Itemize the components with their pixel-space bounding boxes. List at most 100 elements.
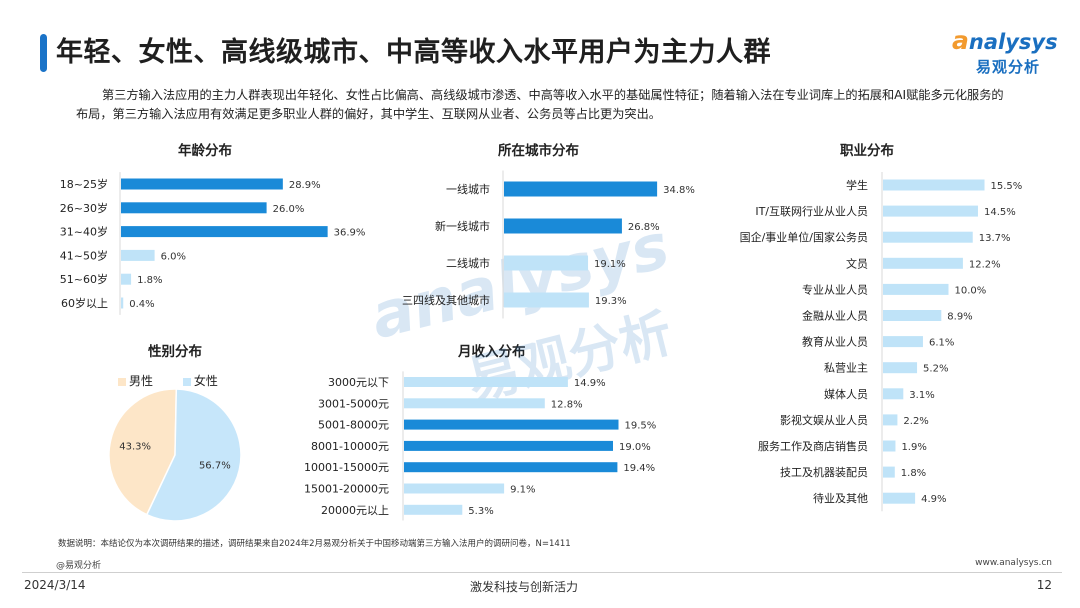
city-bar (504, 181, 658, 197)
city-bar (504, 292, 589, 308)
age-bar (121, 297, 124, 309)
legend-item-female: 女性 (182, 374, 218, 388)
job-value-label: 1.8% (901, 468, 926, 479)
legend-label-female: 女性 (193, 374, 218, 388)
income-value-label: 12.8% (551, 399, 583, 410)
age-bar (121, 226, 328, 238)
income-bar (404, 462, 618, 473)
age-value-label: 0.4% (129, 299, 154, 310)
job-bar (883, 492, 916, 504)
city-chart-title: 所在城市分布 (498, 143, 579, 159)
age-category-label: 41~50岁 (60, 248, 108, 262)
logo-english: analysys (952, 26, 1058, 55)
age-value-label: 1.8% (137, 275, 162, 286)
age-bar (121, 249, 155, 261)
job-value-label: 1.9% (901, 442, 926, 453)
job-bar (883, 257, 963, 269)
age-value-label: 26.0% (273, 204, 305, 215)
age-value-label: 28.9% (289, 180, 321, 191)
city-category-label: 三四线及其他城市 (402, 293, 490, 307)
income-value-label: 19.5% (625, 421, 657, 432)
city-category-label: 新一线城市 (435, 219, 490, 233)
page-number: 12 (1036, 578, 1052, 592)
income-value-label: 14.9% (574, 378, 606, 389)
job-bar (883, 414, 898, 426)
city-value-label: 19.3% (595, 296, 627, 307)
job-bar (883, 388, 904, 400)
age-category-label: 26~30岁 (60, 201, 108, 215)
city-value-label: 26.8% (628, 222, 660, 233)
job-category-label: 待业及其他 (813, 491, 868, 505)
city-bar (504, 255, 589, 271)
city-value-label: 19.1% (594, 259, 626, 270)
income-bar (404, 440, 613, 451)
income-bar (404, 483, 505, 494)
job-category-label: 学生 (846, 178, 868, 192)
age-value-label: 36.9% (334, 228, 366, 239)
analysys-logo: analysys 易观分析 (952, 26, 1062, 82)
city-category-label: 二线城市 (446, 256, 490, 270)
income-value-label: 19.4% (623, 463, 655, 474)
income-category-label: 20000元以上 (321, 504, 389, 517)
income-value-label: 9.1% (510, 485, 535, 496)
job-bar (883, 466, 895, 478)
age-bar (121, 178, 283, 190)
job-category-label: 媒体人员 (824, 387, 868, 401)
job-bar (883, 231, 973, 243)
city-bar (504, 218, 622, 234)
income-category-label: 8001-10000元 (311, 440, 389, 453)
job-value-label: 14.5% (984, 207, 1016, 218)
job-bar (883, 440, 896, 452)
job-value-label: 13.7% (979, 233, 1011, 244)
gender-pie-label: 56.7% (199, 460, 231, 471)
income-bar (404, 504, 463, 515)
gender-chart-title: 性别分布 (148, 344, 202, 360)
job-value-label: 12.2% (969, 259, 1001, 270)
job-value-label: 15.5% (991, 181, 1023, 192)
gender-pie-label: 43.3% (119, 442, 151, 453)
job-value-label: 2.2% (903, 416, 928, 427)
job-value-label: 3.1% (909, 390, 934, 401)
legend-swatch-male (118, 377, 126, 386)
income-value-label: 5.3% (468, 506, 493, 517)
job-category-label: IT/互联网行业从业人员 (755, 205, 868, 218)
job-bar (883, 283, 949, 295)
copyright-label: @易观分析 (56, 561, 102, 571)
income-category-label: 3000元以下 (328, 376, 389, 389)
job-bar (883, 310, 942, 321)
job-bar (883, 336, 923, 348)
job-bar (883, 362, 918, 374)
age-category-label: 31~40岁 (60, 225, 108, 239)
income-bar (404, 377, 568, 387)
job-category-label: 影视文娱从业人员 (780, 413, 868, 427)
job-category-label: 服务工作及商店销售员 (758, 439, 868, 453)
logo-chinese: 易观分析 (976, 58, 1041, 76)
job-category-label: 文员 (846, 256, 868, 270)
legend-swatch-female (182, 377, 191, 386)
age-bar (121, 273, 132, 285)
website-label: www.analysys.cn (975, 558, 1052, 568)
job-category-label: 教育从业人员 (802, 335, 868, 349)
age-category-label: 60岁以上 (61, 296, 108, 310)
age-chart-title: 年龄分布 (178, 143, 232, 159)
report-date: 2024/3/14 (24, 578, 86, 592)
city-category-label: 一线城市 (446, 182, 490, 196)
gender-pie-slice (108, 388, 178, 516)
legend-label-male: 男性 (129, 374, 154, 388)
income-category-label: 10001-15000元 (304, 461, 389, 474)
job-value-label: 8.9% (947, 312, 972, 323)
legend-item-male: 男性 (118, 374, 153, 388)
logo-mark: a (952, 26, 969, 55)
income-category-label: 15001-20000元 (304, 483, 389, 496)
age-value-label: 6.0% (161, 251, 186, 262)
job-value-label: 5.2% (923, 364, 948, 375)
job-category-label: 技工及机器装配员 (780, 465, 868, 479)
job-category-label: 专业从业人员 (802, 282, 868, 296)
gender-pie-slice (145, 388, 242, 522)
page-title: 年轻、女性、高线级城市、中高等收入水平用户为主力人群 (56, 37, 771, 68)
job-value-label: 6.1% (929, 338, 954, 349)
job-value-label: 4.9% (921, 494, 946, 505)
age-category-label: 18~25岁 (60, 177, 108, 191)
title-accent-bar (40, 34, 47, 72)
